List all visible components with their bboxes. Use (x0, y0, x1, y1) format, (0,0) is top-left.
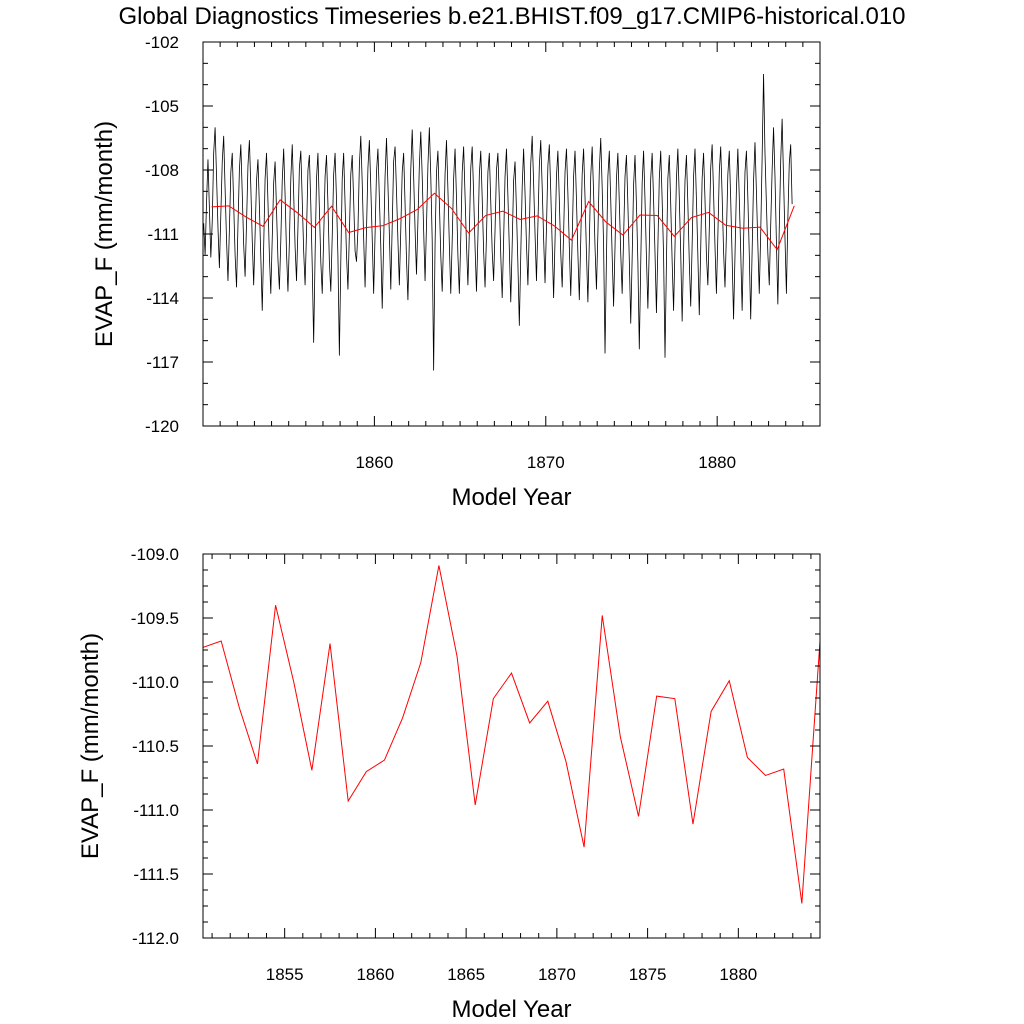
y-tick-label: -117 (146, 353, 179, 372)
y-axis-label: EVAP_F (mm/month) (77, 633, 104, 859)
series-line-annual (203, 565, 820, 904)
x-tick-label: 1875 (629, 965, 667, 984)
series-line-monthly (203, 73, 793, 371)
plot-frame (202, 41, 821, 427)
y-tick-label: -110.5 (132, 737, 179, 756)
y-tick-label: -114 (146, 289, 179, 308)
y-tick-label: -111.5 (133, 865, 179, 884)
panel-annual: -112.0 -111.5 -111.0 -110.5 -110.0 -109.5 -109… (77, 545, 821, 1023)
y-tick-label: -105 (145, 97, 179, 116)
plot-frame (202, 553, 821, 939)
y-tick-label: -120 (145, 417, 179, 436)
series-line-annual (211, 192, 795, 251)
figure-title: Global Diagnostics Timeseries b.e21.BHIS… (118, 3, 905, 30)
y-tick-label: -110.0 (132, 673, 179, 692)
x-tick-label: 1880 (719, 965, 757, 984)
y-tick-label: -108 (145, 161, 179, 180)
x-tick-label: 1870 (538, 965, 576, 984)
x-tick-label: 1855 (266, 965, 304, 984)
y-tick-label: -111.0 (133, 801, 179, 820)
y-axis-label: EVAP_F (mm/month) (91, 121, 118, 347)
x-tick-label: 1880 (698, 453, 736, 472)
y-tick-label: -109.0 (131, 545, 179, 564)
y-tick-label: -109.5 (131, 609, 179, 628)
panel-monthly-annual: -120 -117 -114 -111 -108 -105 -102 1860 1870 1880… (91, 33, 821, 511)
y-tick-label: -112.0 (132, 929, 179, 948)
x-axis-label: Model Year (451, 484, 571, 511)
x-tick-label: 1865 (447, 965, 485, 984)
x-tick-label: 1860 (355, 453, 393, 472)
x-tick-label: 1870 (527, 453, 565, 472)
x-axis-label: Model Year (451, 996, 571, 1023)
y-tick-label: -111 (147, 225, 179, 244)
x-tick-label: 1860 (356, 965, 394, 984)
y-tick-label: -102 (145, 33, 179, 52)
